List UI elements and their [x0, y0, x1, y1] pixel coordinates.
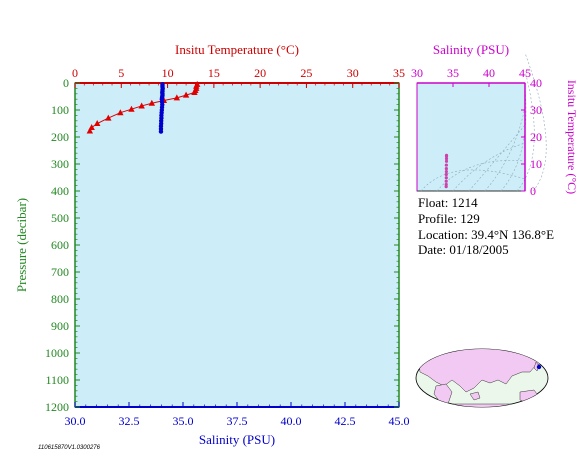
ts-salinity-ticks: 30 35 40 45	[411, 66, 531, 87]
ts-salinity-axis-label: Salinity (PSU)	[433, 42, 509, 57]
ts-salinity-tick-label: 40	[483, 66, 495, 80]
temperature-point	[191, 88, 198, 95]
temperature-tick-label: 15	[208, 66, 220, 80]
float-id: Float: 1214	[418, 195, 478, 210]
ts-point	[444, 163, 448, 167]
profile-number: Profile: 129	[418, 211, 480, 226]
profile-series	[86, 80, 201, 134]
ts-density-curve	[420, 169, 526, 192]
ts-point	[444, 166, 448, 171]
pressure-ticks: 0 100 200 300 400 500 600 700 800 900 1000 1100 1200	[45, 76, 399, 414]
salinity-point	[158, 129, 164, 134]
pressure-tick-label: 0	[63, 76, 69, 90]
ts-temperature-tick-label: 20	[530, 130, 542, 144]
ts-point	[444, 179, 448, 183]
salinity-tick-label: 45.0	[389, 414, 410, 428]
temperature-tick-label: 20	[254, 66, 266, 80]
temperature-tick-label: 25	[300, 66, 312, 80]
pressure-tick-label: 700	[51, 265, 69, 279]
temperature-tick-label: 30	[347, 66, 359, 80]
ts-point	[444, 153, 449, 157]
pressure-tick-label: 100	[51, 103, 69, 117]
ts-point	[444, 159, 449, 163]
salinity-tick-label: 30.0	[65, 414, 86, 428]
pressure-tick-label: 200	[51, 130, 69, 144]
float-location-marker	[536, 364, 542, 370]
ts-salinity-tick-label: 30	[411, 66, 423, 80]
salinity-ticks: 30.0 32.5 35.0 37.5 40.0 42.5 45.0	[65, 402, 410, 428]
pressure-axis-label: Pressure (decibar)	[14, 198, 29, 292]
ts-temperature-tick-label: 30	[530, 103, 542, 117]
pressure-tick-label: 400	[51, 184, 69, 198]
temperature-point	[105, 114, 112, 121]
ts-series	[444, 153, 449, 189]
temperature-point	[173, 94, 181, 101]
location-text: Location: 39.4°N 136.8°E	[418, 227, 555, 242]
temperature-ticks: 0 5 10 15 20 25 30 35	[72, 66, 405, 88]
temperature-point	[86, 127, 94, 134]
salinity-tick-label: 32.5	[119, 414, 140, 428]
date-text: Date: 01/18/2005	[418, 242, 509, 257]
pressure-tick-label: 1000	[45, 346, 69, 360]
salinity-axis-label: Salinity (PSU)	[199, 432, 275, 447]
location-map	[415, 348, 549, 408]
ts-point	[444, 176, 448, 180]
temperature-axis-label: Insitu Temperature (°C)	[175, 42, 299, 57]
salinity-tick-label: 37.5	[227, 414, 248, 428]
file-stamp: 110615870V1.0300276	[38, 445, 100, 451]
pressure-tick-label: 900	[51, 319, 69, 333]
ts-salinity-tick-label: 35	[447, 66, 459, 80]
salinity-tick-label: 40.0	[281, 414, 302, 428]
pressure-tick-label: 500	[51, 211, 69, 225]
pressure-tick-label: 600	[51, 238, 69, 252]
ts-plot-area	[416, 82, 526, 192]
pressure-tick-label: 300	[51, 157, 69, 171]
ts-point	[444, 157, 449, 161]
ts-salinity-tick-label: 45	[519, 66, 531, 80]
temperature-point	[138, 102, 145, 109]
salinity-tick-label: 42.5	[335, 414, 356, 428]
temperature-tick-label: 5	[118, 66, 124, 80]
temperature-tick-label: 35	[393, 66, 405, 80]
temperature-tick-label: 0	[72, 66, 78, 80]
temperature-point	[94, 120, 101, 126]
ts-density-curve	[500, 88, 527, 192]
ts-point	[444, 169, 448, 174]
salinity-tick-label: 35.0	[173, 414, 194, 428]
ts-density-curve	[484, 106, 526, 192]
temperature-point	[128, 105, 135, 112]
ts-temperature-axis-label: Insitu Temperature (°C)	[565, 80, 579, 194]
ts-temperature-tick-label: 40	[530, 76, 542, 90]
pressure-tick-label: 1200	[45, 400, 69, 414]
ts-density-curve	[468, 124, 526, 192]
temperature-point	[117, 109, 124, 116]
pressure-tick-label: 800	[51, 292, 69, 306]
ts-temperature-ticks: 0 10 20 30 40	[521, 76, 542, 198]
temperature-point	[148, 99, 156, 106]
pressure-tick-label: 1100	[45, 373, 69, 387]
temperature-tick-label: 10	[162, 66, 174, 80]
ts-temperature-tick-label: 10	[530, 157, 542, 171]
ts-temperature-tick-label: 0	[530, 184, 536, 198]
ts-density-curves	[420, 52, 547, 192]
ts-point	[444, 172, 448, 177]
profile-plot-area	[74, 82, 400, 408]
ts-point	[444, 182, 448, 187]
ts-density-curve	[452, 142, 526, 192]
ts-density-curve	[436, 160, 526, 192]
temperature-point	[182, 91, 190, 98]
